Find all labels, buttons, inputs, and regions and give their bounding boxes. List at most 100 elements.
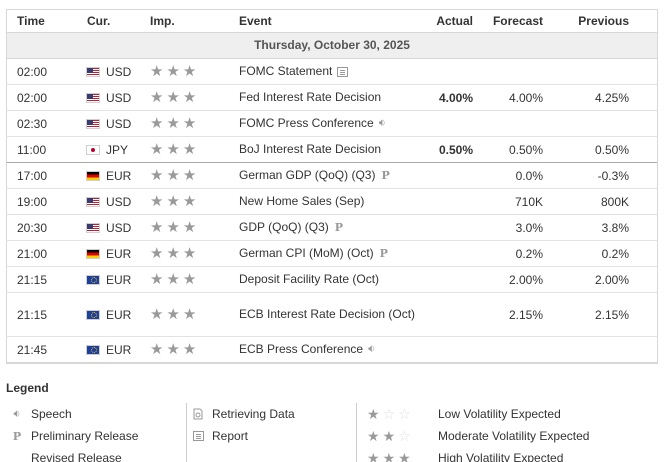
event-link[interactable]: GDP (QoQ) (Q3) — [239, 220, 329, 234]
header-previous[interactable]: Previous — [578, 14, 629, 28]
legend-title: Legend — [6, 381, 49, 395]
star-icon: ★ — [166, 89, 180, 106]
star-icon: ★ — [182, 271, 197, 288]
event-name[interactable]: ECB Interest Rate Decision (Oct) — [232, 305, 418, 324]
star-icon: ★ — [150, 63, 164, 80]
star-icon: ★ — [150, 167, 164, 184]
star-icon: ★ — [182, 219, 197, 236]
header-actual[interactable]: Actual — [436, 14, 473, 28]
importance-stars: ★ ★ ★ — [143, 116, 232, 131]
legend-label: Speech — [31, 407, 72, 421]
currency-code: EUR — [106, 307, 132, 322]
event-name[interactable]: FOMC Statement — [232, 62, 418, 81]
preliminary-icon: P — [381, 169, 390, 182]
table-row[interactable]: 21:00 EUR ★ ★ ★ German CPI (MoM) (Oct) P 0.2% 0.… — [6, 241, 657, 267]
actual-value: 0.50% — [438, 142, 473, 157]
star-icon: ★ — [166, 306, 180, 323]
importance-stars: ★ ★ ★ — [143, 194, 232, 209]
currency-cell: EUR — [77, 247, 143, 261]
currency-cell: USD — [77, 91, 143, 105]
speaker-icon: 🔉︎ — [378, 117, 386, 129]
currency-cell: EUR — [77, 308, 143, 322]
event-name[interactable]: ECB Press Conference 🔉︎ — [232, 340, 418, 359]
event-link[interactable]: ECB Press Conference — [239, 342, 364, 356]
star-icon: ★ — [182, 141, 197, 158]
importance-stars: ★ ★ ★ — [143, 168, 232, 183]
header-event[interactable]: Event — [239, 13, 272, 28]
star-icon: ★ — [150, 245, 164, 262]
event-link[interactable]: BoJ Interest Rate Decision — [239, 142, 382, 156]
previous-value: 2.15% — [594, 307, 629, 322]
currency-cell: USD — [77, 221, 143, 235]
event-link[interactable]: FOMC Statement — [239, 64, 333, 78]
header-forecast[interactable]: Forecast — [492, 14, 543, 28]
legend-item-low: ★ ☆ ☆ Low Volatility Expected — [357, 403, 658, 425]
event-name[interactable]: New Home Sales (Sep) — [232, 192, 418, 211]
event-time: 17:00 — [17, 168, 48, 183]
currency-code: EUR — [106, 246, 132, 261]
forecast-value: 0.50% — [508, 142, 543, 157]
event-name[interactable]: FOMC Press Conference 🔉︎ — [232, 114, 418, 133]
event-link[interactable]: FOMC Press Conference — [239, 116, 374, 130]
event-time: 21:00 — [17, 246, 48, 261]
flag-icon — [86, 248, 100, 259]
legend-label: Retrieving Data — [212, 407, 295, 421]
event-time: 21:15 — [17, 272, 48, 287]
table-row[interactable]: 20:30 USD ★ ★ ★ GDP (QoQ) (Q3) P 3.0% 3.8% — [6, 215, 657, 241]
preliminary-icon: P — [334, 221, 344, 234]
header-importance[interactable]: Imp. — [150, 14, 175, 28]
retrieving-data-icon — [187, 408, 209, 420]
star-icon: ★ — [182, 89, 197, 106]
event-name[interactable]: Deposit Facility Rate (Oct) — [232, 270, 418, 289]
event-link[interactable]: German GDP (QoQ) (Q3) — [239, 168, 376, 182]
event-name[interactable]: BoJ Interest Rate Decision — [232, 140, 418, 159]
table-row[interactable]: 21:15 EUR ★ ★ ★ Deposit Facility Rate (Oct) 2.… — [6, 267, 657, 293]
star-icon: ★ — [182, 167, 197, 184]
table-row[interactable]: 02:00 USD ★ ★ ★ Fed Interest Rate Decision 4.0… — [6, 85, 657, 111]
event-link[interactable]: ECB Interest Rate Decision (Oct) — [239, 307, 416, 321]
event-name[interactable]: German CPI (MoM) (Oct) P — [232, 244, 418, 263]
flag-icon — [86, 222, 100, 233]
header-currency[interactable]: Cur. — [87, 14, 111, 28]
legend-column-volatility: ★ ☆ ☆ Low Volatility Expected ★ ★ ☆ Moderate… — [356, 403, 658, 462]
importance-stars: ★ ★ ★ — [143, 64, 232, 79]
event-link[interactable]: New Home Sales (Sep) — [239, 194, 365, 208]
table-row[interactable]: 21:15 EUR ★ ★ ★ ECB Interest Rate Decision (O… — [6, 293, 657, 337]
legend-label: High Volatility Expected — [438, 451, 564, 462]
legend-item-report: Report — [187, 425, 356, 447]
importance-stars: ★ ★ ★ — [143, 272, 232, 287]
event-name[interactable]: Fed Interest Rate Decision — [232, 88, 418, 107]
star-icon: ★ — [166, 115, 180, 132]
two-star-icon: ★ ★ ☆ — [367, 427, 411, 444]
header-time[interactable]: Time — [17, 14, 45, 28]
legend: 🔉︎ Speech P Preliminary Release Revised … — [6, 403, 658, 462]
table-row[interactable]: 19:00 USD ★ ★ ★ New Home Sales (Sep) 710K 800K — [6, 189, 657, 215]
event-time: 02:00 — [17, 64, 48, 79]
star-icon: ★ — [182, 193, 197, 210]
event-link[interactable]: German CPI (MoM) (Oct) — [239, 246, 374, 260]
star-icon: ★ — [166, 271, 180, 288]
legend-item-preliminary: P Preliminary Release — [6, 425, 178, 447]
event-time: 21:15 — [17, 307, 48, 322]
table-row[interactable]: 21:45 EUR ★ ★ ★ ECB Press Conference 🔉︎ — [6, 337, 657, 363]
importance-stars: ★ ★ ★ — [143, 90, 232, 105]
star-icon: ★ — [150, 193, 164, 210]
currency-cell: USD — [77, 195, 143, 209]
event-link[interactable]: Deposit Facility Rate (Oct) — [239, 272, 380, 286]
currency-cell: EUR — [77, 343, 143, 357]
event-time: 21:45 — [17, 342, 48, 357]
star-icon: ★ — [166, 341, 180, 358]
event-link[interactable]: Fed Interest Rate Decision — [239, 90, 382, 104]
flag-icon — [86, 196, 100, 207]
table-row[interactable]: 02:30 USD ★ ★ ★ FOMC Press Conference 🔉︎ — [6, 111, 657, 137]
legend-label: Revised Release — [31, 451, 122, 462]
event-name[interactable]: GDP (QoQ) (Q3) P — [232, 218, 418, 237]
preliminary-icon: P — [12, 429, 22, 443]
table-row[interactable]: 17:00 EUR ★ ★ ★ German GDP (QoQ) (Q3) P 0.0% -0.… — [6, 163, 657, 189]
forecast-value: 0.0% — [515, 168, 543, 183]
table-row[interactable]: 11:00 JPY ★ ★ ★ BoJ Interest Rate Decision 0.5… — [6, 137, 657, 163]
legend-item-retrieving: Retrieving Data — [187, 403, 356, 425]
table-row[interactable]: 02:00 USD ★ ★ ★ FOMC Statement — [6, 59, 657, 85]
day-header: Thursday, October 30, 2025 — [6, 33, 657, 59]
event-name[interactable]: German GDP (QoQ) (Q3) P — [232, 166, 418, 185]
